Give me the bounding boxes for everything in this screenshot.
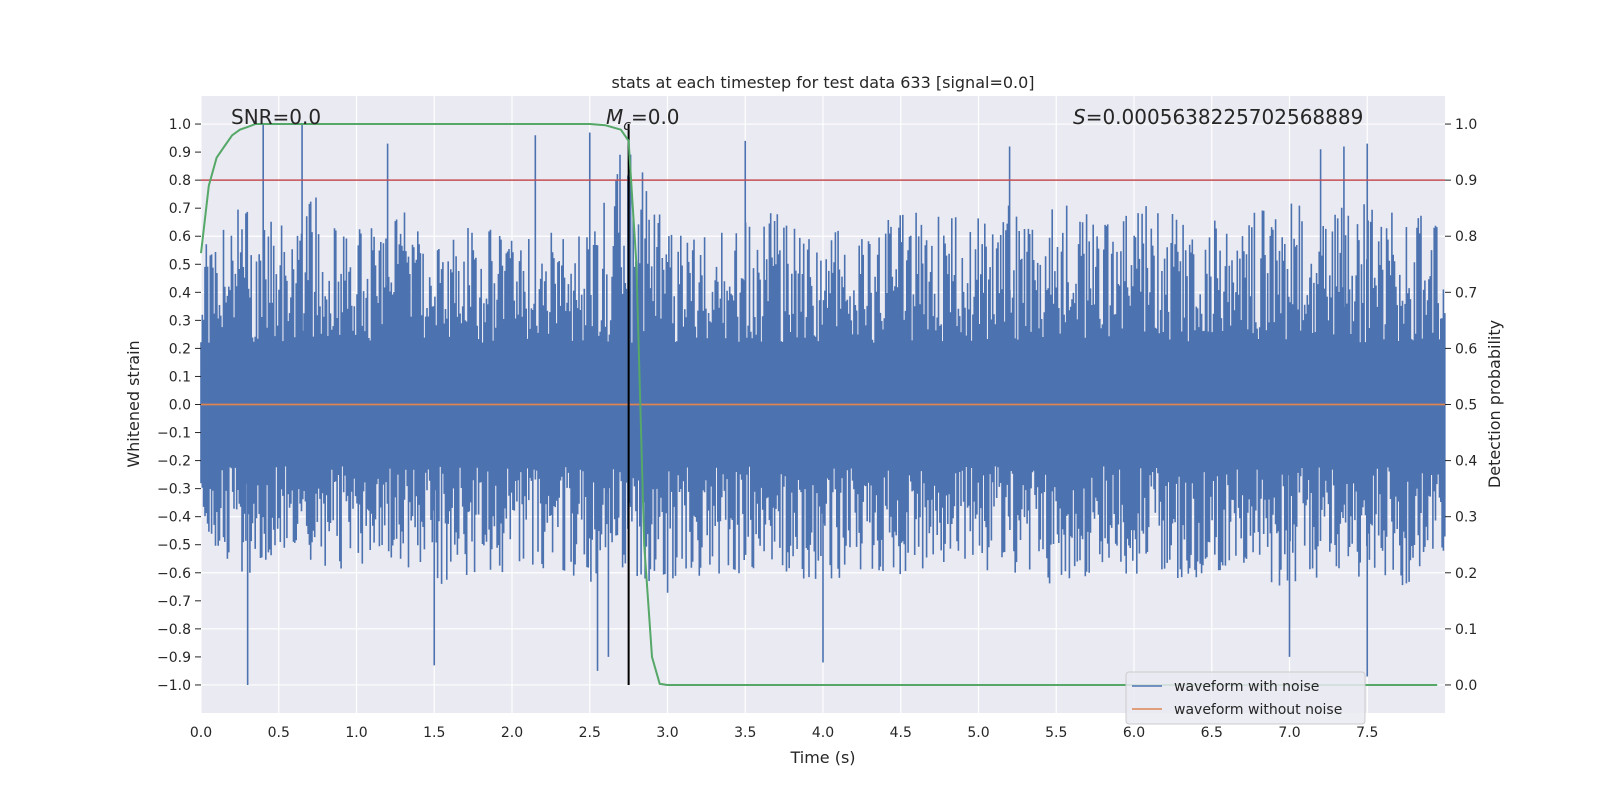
x-tick-label: 5.5 [1045, 725, 1067, 741]
y-tick-label: 0.7 [169, 201, 191, 217]
legend-label-noise: waveform with noise [1174, 679, 1319, 695]
legend: waveform with noise waveform without noi… [1125, 671, 1366, 725]
x-tick-label: 3.5 [734, 725, 756, 741]
chart-marks [200, 123, 1446, 686]
chirp-mass-value: =0.0 [631, 105, 680, 129]
y2-tick-label: 0.2 [1455, 566, 1477, 582]
x-tick-label: 1.5 [423, 725, 445, 741]
score-symbol: S [1073, 105, 1086, 129]
y-tick-label: −0.1 [157, 426, 191, 442]
y-tick-label: 0.3 [169, 313, 191, 329]
snr-annotation: SNR=0.0 [231, 105, 321, 129]
x-tick-label: 0.0 [190, 725, 212, 741]
detection-probability-line [200, 123, 1438, 686]
y-tick-label: 0.4 [169, 285, 191, 301]
x-tick-label: 5.0 [967, 725, 989, 741]
x-tick-label: 3.0 [656, 725, 678, 741]
y-tick-label: −0.7 [157, 594, 191, 610]
chirp-mass-annotation: Mc=0.0 [606, 105, 680, 134]
x-tick-label: 7.0 [1278, 725, 1300, 741]
y2-tick-label: 0.4 [1455, 454, 1477, 470]
y2-tick-label: 1.0 [1455, 117, 1477, 133]
y-tick-label: −0.6 [157, 566, 191, 582]
y-axis-label: Whitened strain [124, 340, 143, 467]
y-tick-label: −0.8 [157, 622, 191, 638]
x-tick-label: 0.5 [268, 725, 290, 741]
chart-title: stats at each timestep for test data 633… [611, 73, 1034, 92]
score-value: =0.0005638225702568889 [1086, 105, 1364, 129]
y2-tick-label: 0.1 [1455, 622, 1477, 638]
x-tick-label: 6.0 [1123, 725, 1145, 741]
x-tick-label: 7.5 [1356, 725, 1378, 741]
y-tick-label: −0.4 [157, 510, 191, 526]
chirp-mass-subscript: c [623, 118, 631, 134]
y-tick-label: −1.0 [157, 678, 191, 694]
y-tick-label: 0.2 [169, 341, 191, 357]
score-annotation: S=0.0005638225702568889 [1073, 105, 1363, 129]
y-tick-label: 0.0 [169, 398, 191, 414]
y-tick-label: 0.9 [169, 145, 191, 161]
y-tick-label: 0.6 [169, 229, 191, 245]
x-tick-label: 4.5 [890, 725, 912, 741]
y2-tick-label: 0.7 [1455, 285, 1477, 301]
y-tick-label: −0.3 [157, 482, 191, 498]
y-tick-label: 1.0 [169, 117, 191, 133]
y2-tick-label: 0.3 [1455, 510, 1477, 526]
x-tick-label: 2.0 [501, 725, 523, 741]
y-tick-label: −0.5 [157, 538, 191, 554]
y-tick-label: 0.5 [169, 257, 191, 273]
y2-tick-label: 0.6 [1455, 341, 1477, 357]
y2-axis-label: Detection probability [1485, 320, 1504, 488]
legend-label-clean: waveform without noise [1174, 702, 1342, 718]
x-tick-label: 6.5 [1201, 725, 1223, 741]
y2-tick-label: 0.5 [1455, 398, 1477, 414]
y2-tick-label: 0.0 [1455, 678, 1477, 694]
y-tick-label: 0.8 [169, 173, 191, 189]
y-tick-label: −0.9 [157, 650, 191, 666]
x-tick-label: 2.5 [579, 725, 601, 741]
axes: 0.0 0.5 1.0 1.5 2.0 2.5 3.0 3.5 4.0 4.5 5.0 5.5 6.0 6… [157, 117, 1477, 741]
y2-tick-label: 0.9 [1455, 173, 1477, 189]
y-tick-label: −0.2 [157, 454, 191, 470]
x-tick-label: 1.0 [345, 725, 367, 741]
chirp-mass-symbol: M [606, 105, 623, 129]
x-axis-label: Time (s) [789, 748, 855, 767]
legend-box [1125, 671, 1366, 725]
x-tick-label: 4.0 [812, 725, 834, 741]
y-tick-label: 0.1 [169, 369, 191, 385]
y2-tick-label: 0.8 [1455, 229, 1477, 245]
